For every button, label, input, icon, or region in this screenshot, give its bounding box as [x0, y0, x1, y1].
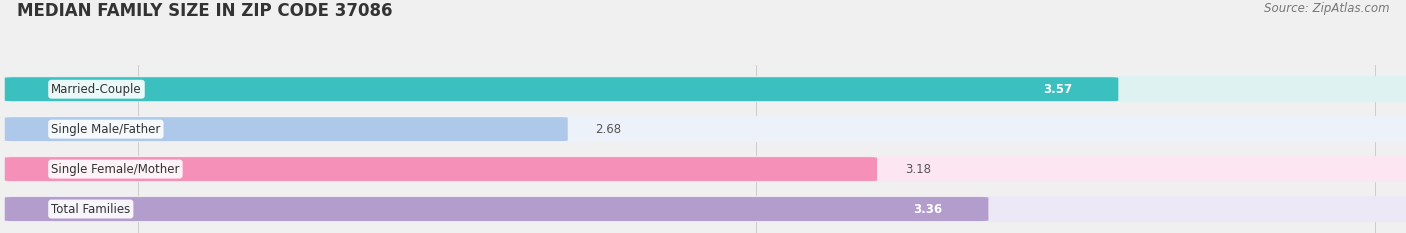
Text: 3.57: 3.57 [1043, 83, 1071, 96]
Text: 3.36: 3.36 [912, 202, 942, 216]
Text: Source: ZipAtlas.com: Source: ZipAtlas.com [1264, 2, 1389, 15]
FancyBboxPatch shape [4, 157, 877, 181]
FancyBboxPatch shape [4, 156, 1406, 182]
FancyBboxPatch shape [4, 197, 988, 221]
FancyBboxPatch shape [4, 116, 1406, 142]
Text: Total Families: Total Families [51, 202, 131, 216]
Text: 2.68: 2.68 [596, 123, 621, 136]
Text: Single Female/Mother: Single Female/Mother [51, 163, 180, 176]
FancyBboxPatch shape [4, 76, 1406, 102]
Text: MEDIAN FAMILY SIZE IN ZIP CODE 37086: MEDIAN FAMILY SIZE IN ZIP CODE 37086 [17, 2, 392, 20]
Text: Married-Couple: Married-Couple [51, 83, 142, 96]
FancyBboxPatch shape [4, 77, 1118, 101]
Text: Single Male/Father: Single Male/Father [51, 123, 160, 136]
Text: 3.18: 3.18 [905, 163, 931, 176]
FancyBboxPatch shape [4, 196, 1406, 222]
FancyBboxPatch shape [4, 117, 568, 141]
